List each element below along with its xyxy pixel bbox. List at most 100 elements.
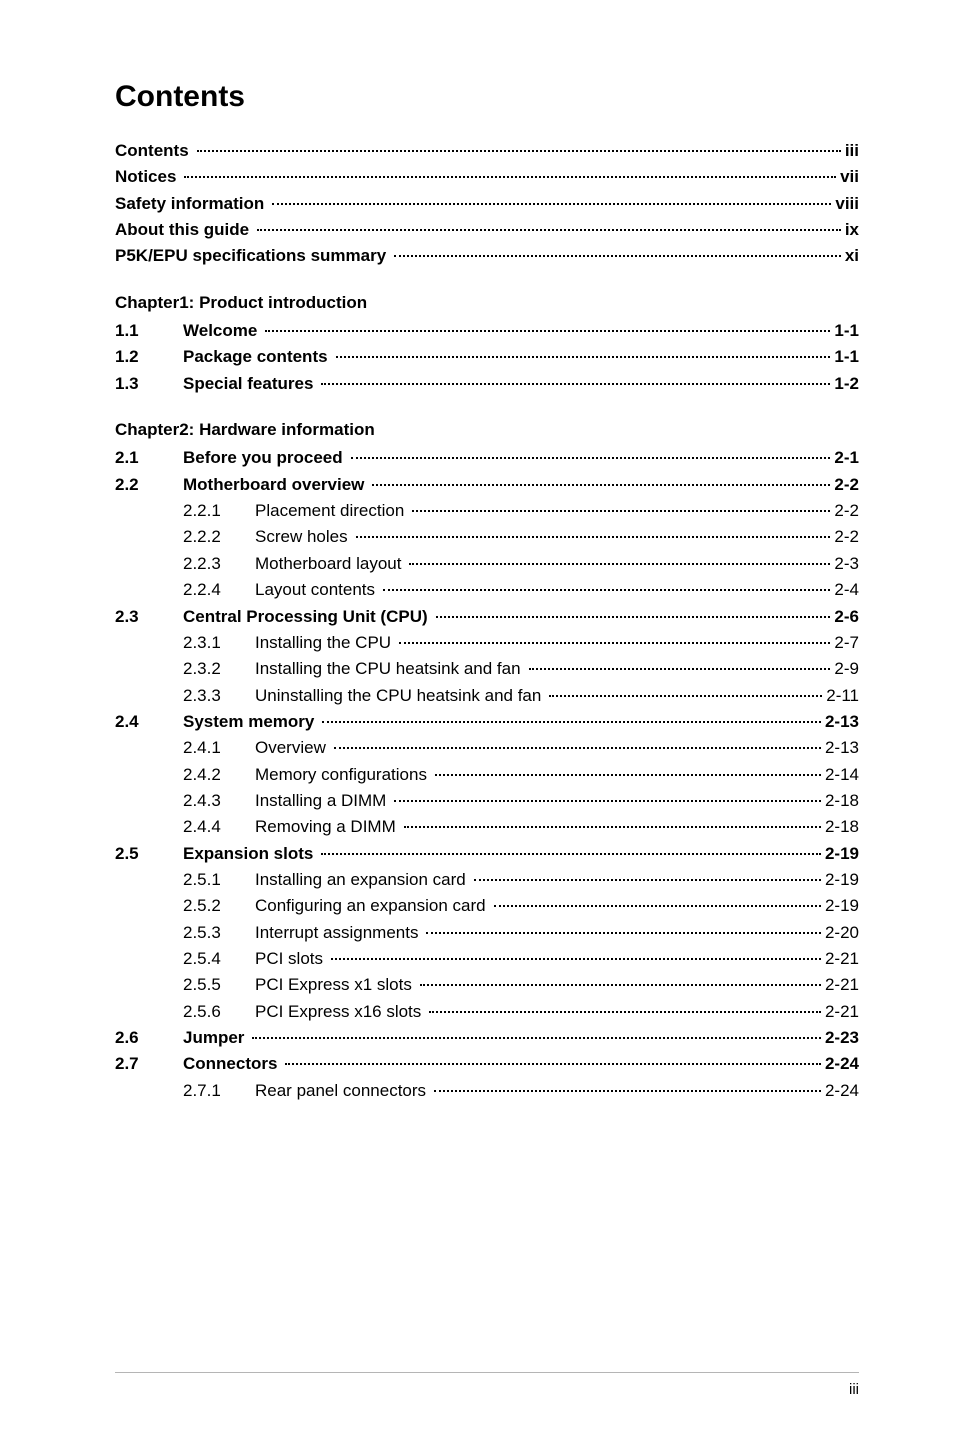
toc-label: Contents — [115, 138, 195, 164]
toc-row: 2.5Expansion slots2-19 — [115, 841, 859, 867]
toc-row: 2.5.4PCI slots2-21 — [115, 946, 859, 972]
toc-subnumber: 2.5.3 — [183, 920, 255, 946]
toc-label: Central Processing Unit (CPU) — [183, 604, 434, 630]
toc-row: 2.2.4Layout contents 2-4 — [115, 577, 859, 603]
toc-page: 2-4 — [830, 577, 859, 603]
toc-page: 2-9 — [830, 656, 859, 682]
leader-dots — [351, 457, 831, 459]
toc-label: Safety information — [115, 191, 270, 217]
toc-subnumber: 2.5.4 — [183, 946, 255, 972]
toc-label: PCI slots — [255, 946, 329, 972]
toc-page: viii — [831, 191, 859, 217]
toc-label: Interrupt assignments — [255, 920, 424, 946]
toc-row: 2.5.5PCI Express x1 slots2-21 — [115, 972, 859, 998]
chapter-heading: Chapter1: Product introduction — [115, 290, 859, 316]
toc-page: 2-7 — [830, 630, 859, 656]
toc-row: 2.2.2Screw holes2-2 — [115, 524, 859, 550]
toc-subnumber: 2.5.1 — [183, 867, 255, 893]
leader-dots — [285, 1063, 821, 1065]
toc-page: 2-18 — [821, 814, 859, 840]
toc-subnumber: 2.2.2 — [183, 524, 255, 550]
toc-label: Layout contents — [255, 577, 381, 603]
leader-dots — [399, 642, 830, 644]
toc-page: 2-24 — [821, 1051, 859, 1077]
toc-label: Uninstalling the CPU heatsink and fan — [255, 683, 547, 709]
toc-label: Before you proceed — [183, 445, 349, 471]
toc-number: 2.4 — [115, 709, 183, 735]
toc-row: 2.5.6PCI Express x16 slots2-21 — [115, 999, 859, 1025]
toc-number: 1.2 — [115, 344, 183, 370]
toc-label: Installing an expansion card — [255, 867, 472, 893]
leader-dots — [435, 774, 821, 776]
toc-label: Placement direction — [255, 498, 410, 524]
toc-row: 2.7Connectors2-24 — [115, 1051, 859, 1077]
page: Contents Contents iii Notices vii Safety… — [0, 0, 954, 1438]
toc-label: Configuring an expansion card — [255, 893, 492, 919]
toc-subnumber: 2.4.3 — [183, 788, 255, 814]
toc-label: Installing a DIMM — [255, 788, 392, 814]
toc-row: Safety information viii — [115, 191, 859, 217]
leader-dots — [272, 203, 831, 205]
toc-page: 2-19 — [821, 867, 859, 893]
toc-row: 1.1 Welcome 1-1 — [115, 318, 859, 344]
toc-subnumber: 2.2.4 — [183, 577, 255, 603]
toc-subnumber: 2.5.2 — [183, 893, 255, 919]
page-number: iii — [849, 1381, 859, 1398]
leader-dots — [426, 932, 821, 934]
toc-row: 2.5.1Installing an expansion card 2-19 — [115, 867, 859, 893]
toc-subnumber: 2.5.6 — [183, 999, 255, 1025]
leader-dots — [394, 255, 841, 257]
leader-dots — [331, 958, 821, 960]
leader-dots — [474, 879, 821, 881]
page-footer: iii — [115, 1372, 859, 1398]
toc-row: 2.2Motherboard overview2-2 — [115, 472, 859, 498]
toc-number: 1.1 — [115, 318, 183, 344]
toc-page: 2-21 — [821, 972, 859, 998]
leader-dots — [436, 616, 831, 618]
toc-row: 2.4.4Removing a DIMM2-18 — [115, 814, 859, 840]
toc-page: 2-6 — [830, 604, 859, 630]
toc-page: 2-2 — [830, 472, 859, 498]
page-title: Contents — [115, 80, 859, 114]
toc-page: 2-13 — [821, 709, 859, 735]
toc-page: 2-13 — [821, 735, 859, 761]
toc-chapter2: 2.1Before you proceed2-12.2Motherboard o… — [115, 445, 859, 1104]
toc-subnumber: 2.4.1 — [183, 735, 255, 761]
toc-subnumber: 2.2.1 — [183, 498, 255, 524]
toc-row: 2.4.1Overview 2-13 — [115, 735, 859, 761]
toc-row: 2.4System memory 2-13 — [115, 709, 859, 735]
toc-label: Package contents — [183, 344, 334, 370]
toc-page: iii — [841, 138, 859, 164]
toc-page: 1-1 — [830, 344, 859, 370]
toc-label: Motherboard overview — [183, 472, 370, 498]
toc-number: 1.3 — [115, 371, 183, 397]
toc-page: 1-1 — [830, 318, 859, 344]
leader-dots — [321, 853, 821, 855]
toc-label: Notices — [115, 164, 182, 190]
toc-row: 2.5.3Interrupt assignments 2-20 — [115, 920, 859, 946]
toc-number: 2.1 — [115, 445, 183, 471]
toc-label: Expansion slots — [183, 841, 319, 867]
leader-dots — [412, 510, 830, 512]
toc-label: Welcome — [183, 318, 263, 344]
toc-row: Contents iii — [115, 138, 859, 164]
toc-page: 2-3 — [830, 551, 859, 577]
toc-label: Overview — [255, 735, 332, 761]
toc-label: Rear panel connectors — [255, 1078, 432, 1104]
leader-dots — [404, 826, 821, 828]
toc-row: 2.3Central Processing Unit (CPU)2-6 — [115, 604, 859, 630]
chapter-heading: Chapter2: Hardware information — [115, 417, 859, 443]
chapter-heading-label: Chapter1: Product introduction — [115, 290, 367, 316]
toc-row: Notices vii — [115, 164, 859, 190]
toc-page: 2-19 — [821, 841, 859, 867]
toc-row: About this guide ix — [115, 217, 859, 243]
toc-page: 2-20 — [821, 920, 859, 946]
leader-dots — [252, 1037, 821, 1039]
leader-dots — [394, 800, 821, 802]
toc-row: 2.1Before you proceed2-1 — [115, 445, 859, 471]
toc-page: 2-21 — [821, 999, 859, 1025]
toc-label: Connectors — [183, 1051, 283, 1077]
toc-label: Jumper — [183, 1025, 250, 1051]
toc-label: System memory — [183, 709, 320, 735]
toc-number: 2.6 — [115, 1025, 183, 1051]
